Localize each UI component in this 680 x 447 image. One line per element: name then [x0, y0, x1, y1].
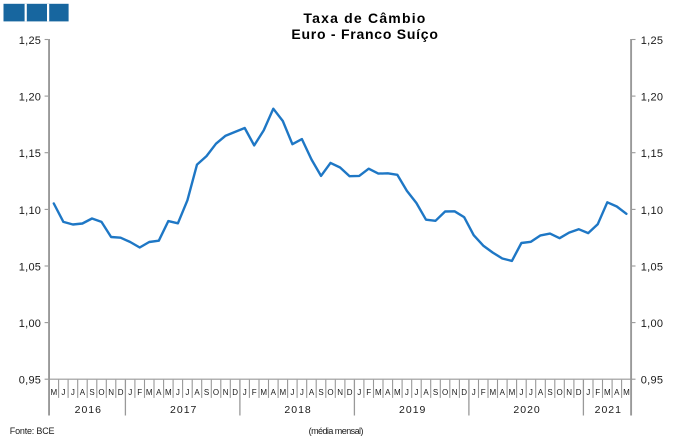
svg-text:Fonte: BCE: Fonte: BCE: [10, 426, 55, 436]
svg-text:2021: 2021: [595, 404, 622, 416]
svg-text:1,10: 1,10: [641, 205, 663, 217]
svg-text:A: A: [156, 388, 162, 397]
svg-text:J: J: [61, 388, 65, 397]
svg-text:N: N: [337, 388, 343, 397]
svg-text:M: M: [489, 388, 496, 397]
svg-text:2017: 2017: [170, 404, 197, 416]
svg-text:M: M: [279, 388, 286, 397]
svg-text:D: D: [118, 388, 124, 397]
svg-text:N: N: [452, 388, 458, 397]
svg-text:S: S: [204, 388, 209, 397]
svg-text:2019: 2019: [399, 404, 426, 416]
svg-text:J: J: [243, 388, 247, 397]
svg-text:O: O: [327, 388, 333, 397]
svg-text:J: J: [290, 388, 294, 397]
svg-text:F: F: [137, 388, 142, 397]
svg-text:A: A: [500, 388, 506, 397]
svg-text:M: M: [394, 388, 401, 397]
svg-text:1,10: 1,10: [19, 205, 41, 217]
svg-text:S: S: [433, 388, 438, 397]
svg-text:D: D: [347, 388, 353, 397]
svg-text:F: F: [595, 388, 600, 397]
svg-text:J: J: [185, 388, 189, 397]
svg-text:1,15: 1,15: [19, 148, 41, 160]
svg-text:O: O: [556, 388, 562, 397]
svg-text:F: F: [252, 388, 257, 397]
svg-text:S: S: [318, 388, 323, 397]
svg-text:J: J: [529, 388, 533, 397]
svg-text:Euro - Franco Suíço: Euro - Franco Suíço: [291, 26, 438, 42]
svg-text:1,05: 1,05: [19, 262, 41, 274]
svg-text:N: N: [108, 388, 114, 397]
svg-text:J: J: [128, 388, 132, 397]
svg-text:D: D: [576, 388, 582, 397]
svg-text:J: J: [472, 388, 476, 397]
svg-text:0,95: 0,95: [19, 375, 41, 387]
svg-text:A: A: [538, 388, 544, 397]
svg-text:J: J: [357, 388, 361, 397]
svg-text:M: M: [146, 388, 153, 397]
svg-text:2018: 2018: [284, 404, 311, 416]
svg-text:M: M: [509, 388, 516, 397]
svg-text:J: J: [586, 388, 590, 397]
svg-text:1,20: 1,20: [641, 92, 663, 104]
svg-text:M: M: [165, 388, 172, 397]
svg-text:J: J: [176, 388, 180, 397]
svg-text:S: S: [89, 388, 94, 397]
svg-text:A: A: [271, 388, 277, 397]
svg-text:N: N: [566, 388, 572, 397]
svg-text:O: O: [213, 388, 219, 397]
svg-text:A: A: [309, 388, 315, 397]
svg-text:O: O: [98, 388, 104, 397]
svg-text:M: M: [260, 388, 267, 397]
svg-text:1,05: 1,05: [641, 262, 663, 274]
svg-text:2016: 2016: [75, 404, 102, 416]
svg-text:1,25: 1,25: [641, 35, 663, 47]
svg-text:S: S: [547, 388, 552, 397]
svg-text:2020: 2020: [513, 404, 540, 416]
svg-text:D: D: [232, 388, 238, 397]
svg-text:1,25: 1,25: [19, 35, 41, 47]
svg-text:1,00: 1,00: [19, 318, 41, 330]
svg-text:J: J: [414, 388, 418, 397]
svg-text:A: A: [614, 388, 620, 397]
svg-text:A: A: [194, 388, 200, 397]
svg-text:J: J: [405, 388, 409, 397]
svg-text:A: A: [80, 388, 86, 397]
svg-text:F: F: [366, 388, 371, 397]
svg-text:(média mensal): (média mensal): [309, 426, 364, 436]
svg-text:Taxa de Câmbio: Taxa de Câmbio: [303, 10, 426, 26]
svg-text:M: M: [50, 388, 57, 397]
svg-text:1,15: 1,15: [641, 148, 663, 160]
svg-text:F: F: [481, 388, 486, 397]
svg-text:M: M: [604, 388, 611, 397]
svg-text:1,20: 1,20: [19, 92, 41, 104]
svg-text:N: N: [223, 388, 229, 397]
svg-text:J: J: [519, 388, 523, 397]
svg-text:A: A: [423, 388, 429, 397]
svg-text:J: J: [71, 388, 75, 397]
svg-text:D: D: [461, 388, 467, 397]
svg-text:1,00: 1,00: [641, 318, 663, 330]
svg-text:M: M: [375, 388, 382, 397]
svg-text:A: A: [385, 388, 391, 397]
svg-text:J: J: [300, 388, 304, 397]
svg-text:M: M: [623, 388, 630, 397]
svg-text:0,95: 0,95: [641, 375, 663, 387]
svg-text:O: O: [442, 388, 448, 397]
